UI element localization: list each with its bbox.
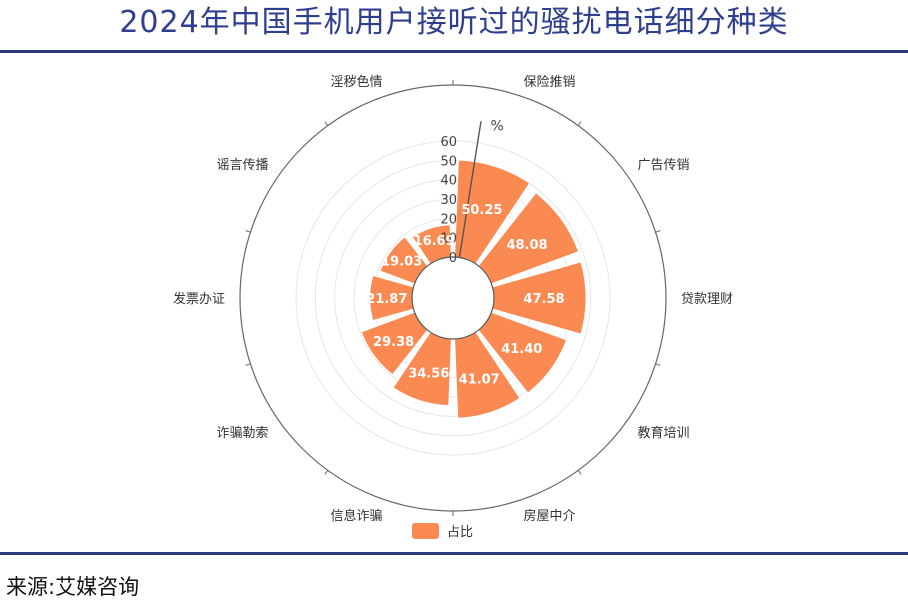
angle-tick bbox=[245, 363, 251, 366]
radial-tick-label-40: 40 bbox=[440, 174, 457, 189]
angle-tick bbox=[655, 363, 661, 366]
category-label-广告传销: 广告传销 bbox=[637, 158, 689, 173]
category-label-发票办证: 发票办证 bbox=[173, 291, 225, 307]
value-label-淫秽色情: 16.69 bbox=[414, 234, 455, 249]
angle-tick bbox=[655, 230, 661, 233]
polar-bar-chart: 0 10 20 30 40 50 60% 保险推销广告传销贷款理财教育培训房屋中介 信息诈骗 诈骗… bbox=[0, 54, 908, 550]
category-label-房屋中介: 房屋中介 bbox=[523, 508, 575, 524]
angle-tick bbox=[245, 230, 251, 233]
value-label-贷款理财: 47.58 bbox=[523, 292, 564, 307]
footer-divider bbox=[0, 552, 908, 555]
category-label-谣言传播: 谣言传播 bbox=[217, 158, 269, 173]
category-label-贷款理财: 贷款理财 bbox=[681, 292, 733, 307]
legend-label: 占比 bbox=[447, 525, 473, 540]
radial-tick-label-60: 60 bbox=[440, 135, 457, 150]
legend-swatch bbox=[412, 523, 439, 539]
value-label-谣言传播: 19.03 bbox=[381, 255, 422, 270]
value-label-保险推销: 50.25 bbox=[461, 203, 502, 218]
angle-tick bbox=[577, 121, 582, 126]
grid-ring-60 bbox=[295, 140, 611, 456]
radial-axis-unit: % bbox=[490, 118, 503, 134]
category-label-教育培训: 教育培训 bbox=[637, 425, 689, 441]
source-name: 艾媒咨询 bbox=[55, 575, 140, 599]
angle-tick bbox=[324, 470, 329, 475]
category-label-淫秽色情: 淫秽色情 bbox=[331, 74, 383, 90]
value-label-广告传销: 48.08 bbox=[506, 238, 547, 253]
category-label-诈骗勒索: 诈骗勒索 bbox=[217, 426, 269, 441]
angle-tick bbox=[577, 470, 582, 475]
radial-tick-label-0: 0 bbox=[449, 251, 457, 266]
value-label-诈骗勒索: 29.38 bbox=[373, 335, 414, 350]
radial-tick-label-50: 50 bbox=[440, 154, 457, 169]
value-label-信息诈骗: 34.56 bbox=[408, 367, 449, 382]
category-label-信息诈骗: 信息诈骗 bbox=[331, 508, 383, 524]
category-label-保险推销: 保险推销 bbox=[523, 75, 575, 90]
source-note: 来源:艾媒咨询 bbox=[6, 571, 139, 601]
radial-axis-line bbox=[458, 121, 482, 258]
value-label-发票办证: 21.87 bbox=[366, 292, 407, 307]
radial-tick-label-10: 10 bbox=[440, 232, 457, 247]
radial-tick-label-30: 30 bbox=[440, 193, 457, 208]
grid-ring-50 bbox=[314, 159, 592, 437]
value-label-房屋中介: 41.07 bbox=[459, 373, 500, 388]
inner-hole bbox=[411, 256, 495, 340]
value-label-教育培训: 41.40 bbox=[501, 342, 542, 357]
source-prefix: 来源: bbox=[6, 575, 56, 599]
angle-tick bbox=[324, 121, 329, 126]
page-title: 2024年中国手机用户接听过的骚扰电话细分种类 bbox=[119, 5, 789, 40]
title-divider bbox=[0, 50, 908, 53]
radial-tick-label-20: 20 bbox=[440, 212, 457, 227]
